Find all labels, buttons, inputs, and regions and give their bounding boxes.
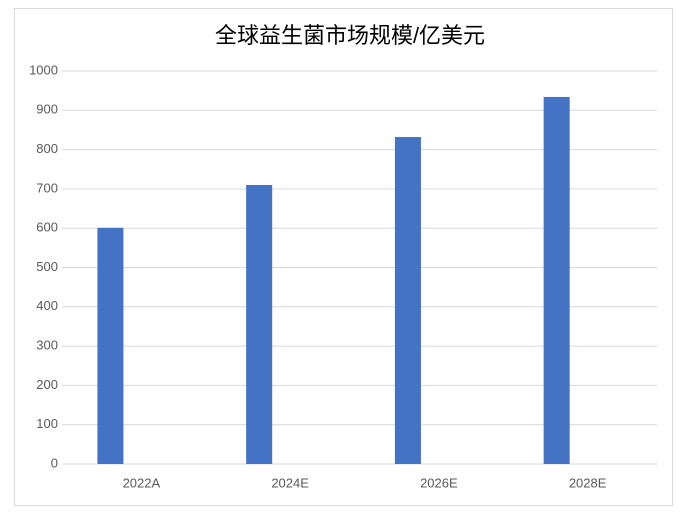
chart-title: 全球益生菌市场规模/亿美元 [215,23,485,48]
y-tick-label: 300 [36,338,58,353]
bar [97,227,124,464]
bar [543,96,570,465]
y-tick-label: 900 [36,102,58,117]
bar [394,137,421,465]
x-tick-label: 2024E [271,475,309,490]
y-tick-label: 700 [36,180,58,195]
y-tick-label: 0 [51,455,58,470]
x-tick-label: 2026E [420,475,458,490]
y-tick-label: 400 [36,298,58,313]
bar [246,184,273,464]
y-tick-label: 100 [36,416,58,431]
y-tick-label: 200 [36,377,58,392]
x-tick-label: 2028E [569,475,607,490]
y-tick-label: 1000 [29,62,58,77]
y-tick-label: 600 [36,220,58,235]
y-tick-label: 800 [36,141,58,156]
y-tick-label: 500 [36,259,58,274]
x-tick-label: 2022A [123,475,161,490]
